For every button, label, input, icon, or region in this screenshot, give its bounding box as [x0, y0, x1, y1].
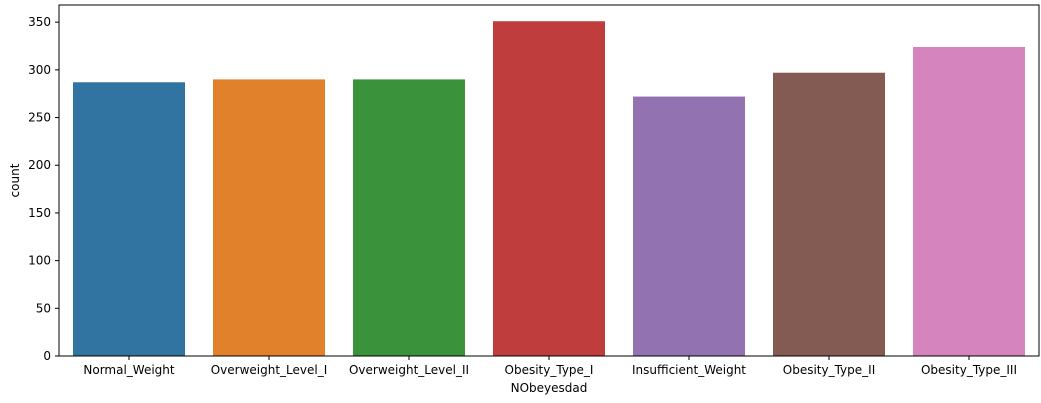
y-tick-label: 250 [28, 111, 51, 125]
x-tick-label: Obesity_Type_I [505, 363, 594, 377]
x-tick-label: Normal_Weight [83, 363, 175, 377]
bar-overweight-level-i [213, 79, 325, 357]
x-tick-label: Overweight_Level_I [211, 363, 328, 377]
bar-insufficient-weight [633, 96, 745, 356]
x-tick-label: Obesity_Type_II [783, 363, 875, 377]
y-tick-label: 100 [28, 254, 51, 268]
y-tick-label: 0 [43, 349, 51, 363]
x-tick-label: Obesity_Type_III [921, 363, 1017, 377]
bar-obesity-type-i [493, 21, 605, 357]
x-tick-label: Insufficient_Weight [632, 363, 746, 377]
x-tick-label: Overweight_Level_II [349, 363, 469, 377]
bar-normal-weight [73, 82, 185, 356]
bar-obesity-type-iii [913, 46, 1025, 356]
y-tick-label: 350 [28, 15, 51, 29]
x-axis: Normal_Weight Overweight_Level_I Overweigh… [83, 356, 1017, 377]
x-axis-label: NObeyesdad [511, 381, 588, 395]
plot-frame [58, 4, 1040, 357]
y-tick-label: 50 [36, 301, 51, 315]
y-axis: 0 50 100 150 200 250 300 350 [28, 15, 59, 363]
y-tick-label: 200 [28, 158, 51, 172]
y-tick-label: 150 [28, 206, 51, 220]
y-tick-label: 300 [28, 63, 51, 77]
bar-overweight-level-ii [353, 79, 465, 357]
bar-obesity-type-ii [773, 72, 885, 356]
bars-group [73, 21, 1025, 357]
y-axis-label: count [8, 163, 22, 197]
